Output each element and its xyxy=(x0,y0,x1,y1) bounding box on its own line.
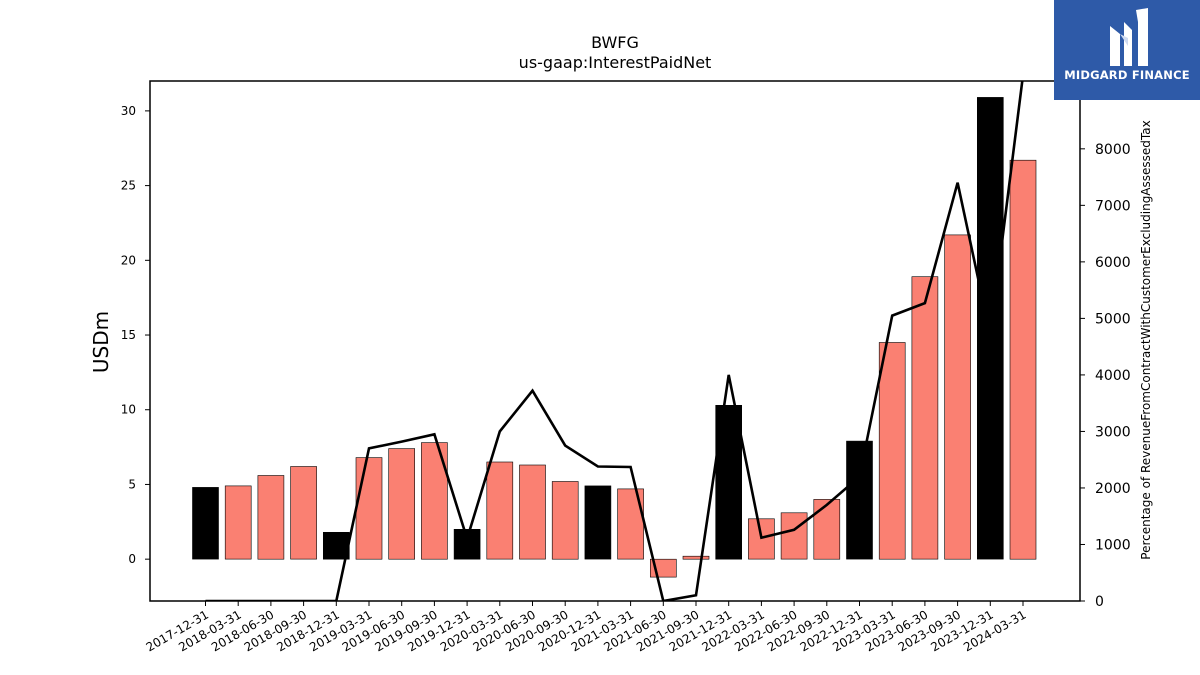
y2-tick-label: 5000 xyxy=(1095,311,1131,327)
bar-2023-03-31 xyxy=(878,342,906,560)
y2-tick-label: 7000 xyxy=(1095,198,1131,214)
bar-2022-09-30 xyxy=(813,499,841,560)
bar-2023-06-30 xyxy=(911,276,939,560)
y-tick-label: 15 xyxy=(121,328,136,342)
bar-2024-03-31 xyxy=(1009,159,1037,560)
chart-title: BWFG xyxy=(591,33,639,52)
y2-tick-label: 4000 xyxy=(1095,368,1131,384)
chart-subtitle: us-gaap:InterestPaidNet xyxy=(519,53,712,72)
bar-2018-03-31 xyxy=(224,485,252,560)
bar-2018-06-30 xyxy=(257,475,285,560)
series-group xyxy=(192,81,1037,601)
plot-frame xyxy=(149,80,1081,602)
logo-mark-icon xyxy=(1110,8,1148,66)
y-tick-label: 20 xyxy=(121,253,136,267)
y-tick-label: 25 xyxy=(121,179,136,193)
y2-tick-label: 3000 xyxy=(1095,424,1131,440)
brand-logo: MIDGARD FINANCE xyxy=(1054,0,1200,100)
bar-2020-12-31 xyxy=(584,485,612,560)
bar-2021-09-30 xyxy=(682,555,710,560)
plot-area: 0 5 10 15 20 25 30 0 1000 2000 3000 4000 5000 6000 700… xyxy=(121,80,1131,654)
bar-2020-03-31 xyxy=(486,461,514,560)
y2-tick-label: 6000 xyxy=(1095,255,1131,271)
y-tick-label: 30 xyxy=(121,104,136,118)
y2-tick-label: 0 xyxy=(1095,594,1104,610)
bar-2019-03-31 xyxy=(355,457,383,560)
y2-tick-label: 1000 xyxy=(1095,537,1131,553)
y-axis-label: USDm xyxy=(89,311,113,373)
y-tick-label: 10 xyxy=(121,403,136,417)
logo-text: MIDGARD FINANCE xyxy=(1064,68,1190,82)
bar-2018-09-30 xyxy=(290,466,317,560)
bar-2020-09-30 xyxy=(551,481,579,560)
bar-2019-12-31 xyxy=(453,528,481,560)
bar-2023-09-30 xyxy=(944,234,971,560)
y2-tick-label: 8000 xyxy=(1095,142,1131,158)
bar-2022-12-31 xyxy=(846,440,873,560)
y2-axis-label: Percentage of RevenueFromContractWithCus… xyxy=(1139,120,1153,559)
series-line xyxy=(205,81,1024,601)
bar-2019-06-30 xyxy=(388,448,416,560)
y-tick-label: 0 xyxy=(128,552,136,566)
bar-2020-06-30 xyxy=(519,464,546,560)
bar-2017-12-31 xyxy=(192,487,219,560)
y2-tick-label: 2000 xyxy=(1095,481,1131,497)
bar-2022-06-30 xyxy=(780,512,808,560)
y-tick-label: 5 xyxy=(128,477,136,491)
